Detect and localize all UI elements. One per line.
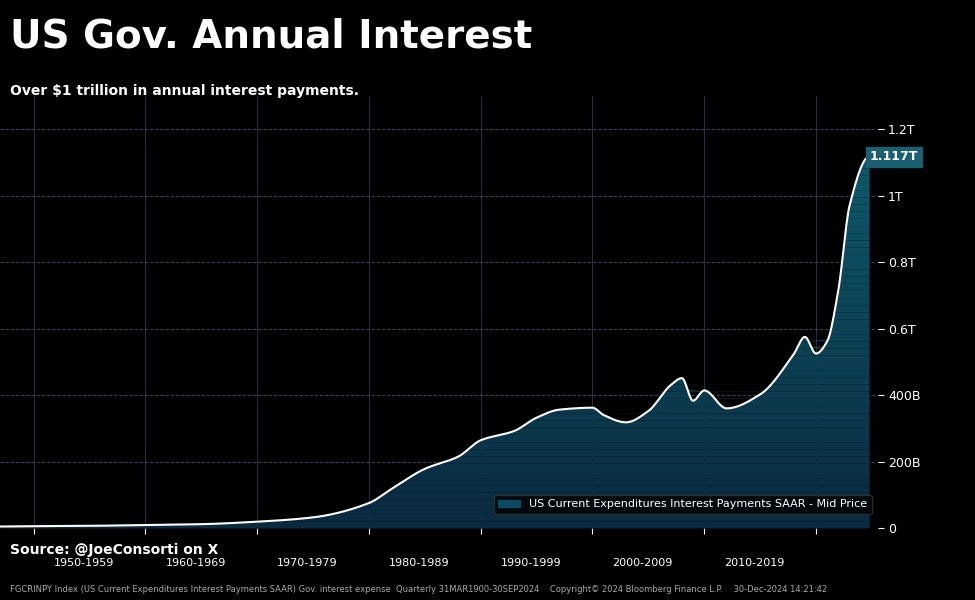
Text: 1960-1969: 1960-1969 [166, 558, 226, 568]
Text: 1950-1959: 1950-1959 [54, 558, 114, 568]
Legend: US Current Expenditures Interest Payments SAAR - Mid Price: US Current Expenditures Interest Payment… [493, 495, 872, 514]
Text: 1980-1989: 1980-1989 [389, 558, 449, 568]
Text: 2010-2019: 2010-2019 [724, 558, 785, 568]
Text: Over $1 trillion in annual interest payments.: Over $1 trillion in annual interest paym… [10, 84, 359, 98]
Text: 1990-1999: 1990-1999 [500, 558, 562, 568]
Text: 2000-2009: 2000-2009 [612, 558, 673, 568]
Text: US Gov. Annual Interest: US Gov. Annual Interest [10, 18, 532, 56]
Text: FGCRINPY Index (US Current Expenditures Interest Payments SAAR) Gov. interest ex: FGCRINPY Index (US Current Expenditures … [10, 585, 827, 594]
Text: Source: @JoeConsorti on X: Source: @JoeConsorti on X [10, 543, 218, 557]
Text: 1970-1979: 1970-1979 [277, 558, 337, 568]
Text: 1.117T: 1.117T [870, 151, 918, 163]
